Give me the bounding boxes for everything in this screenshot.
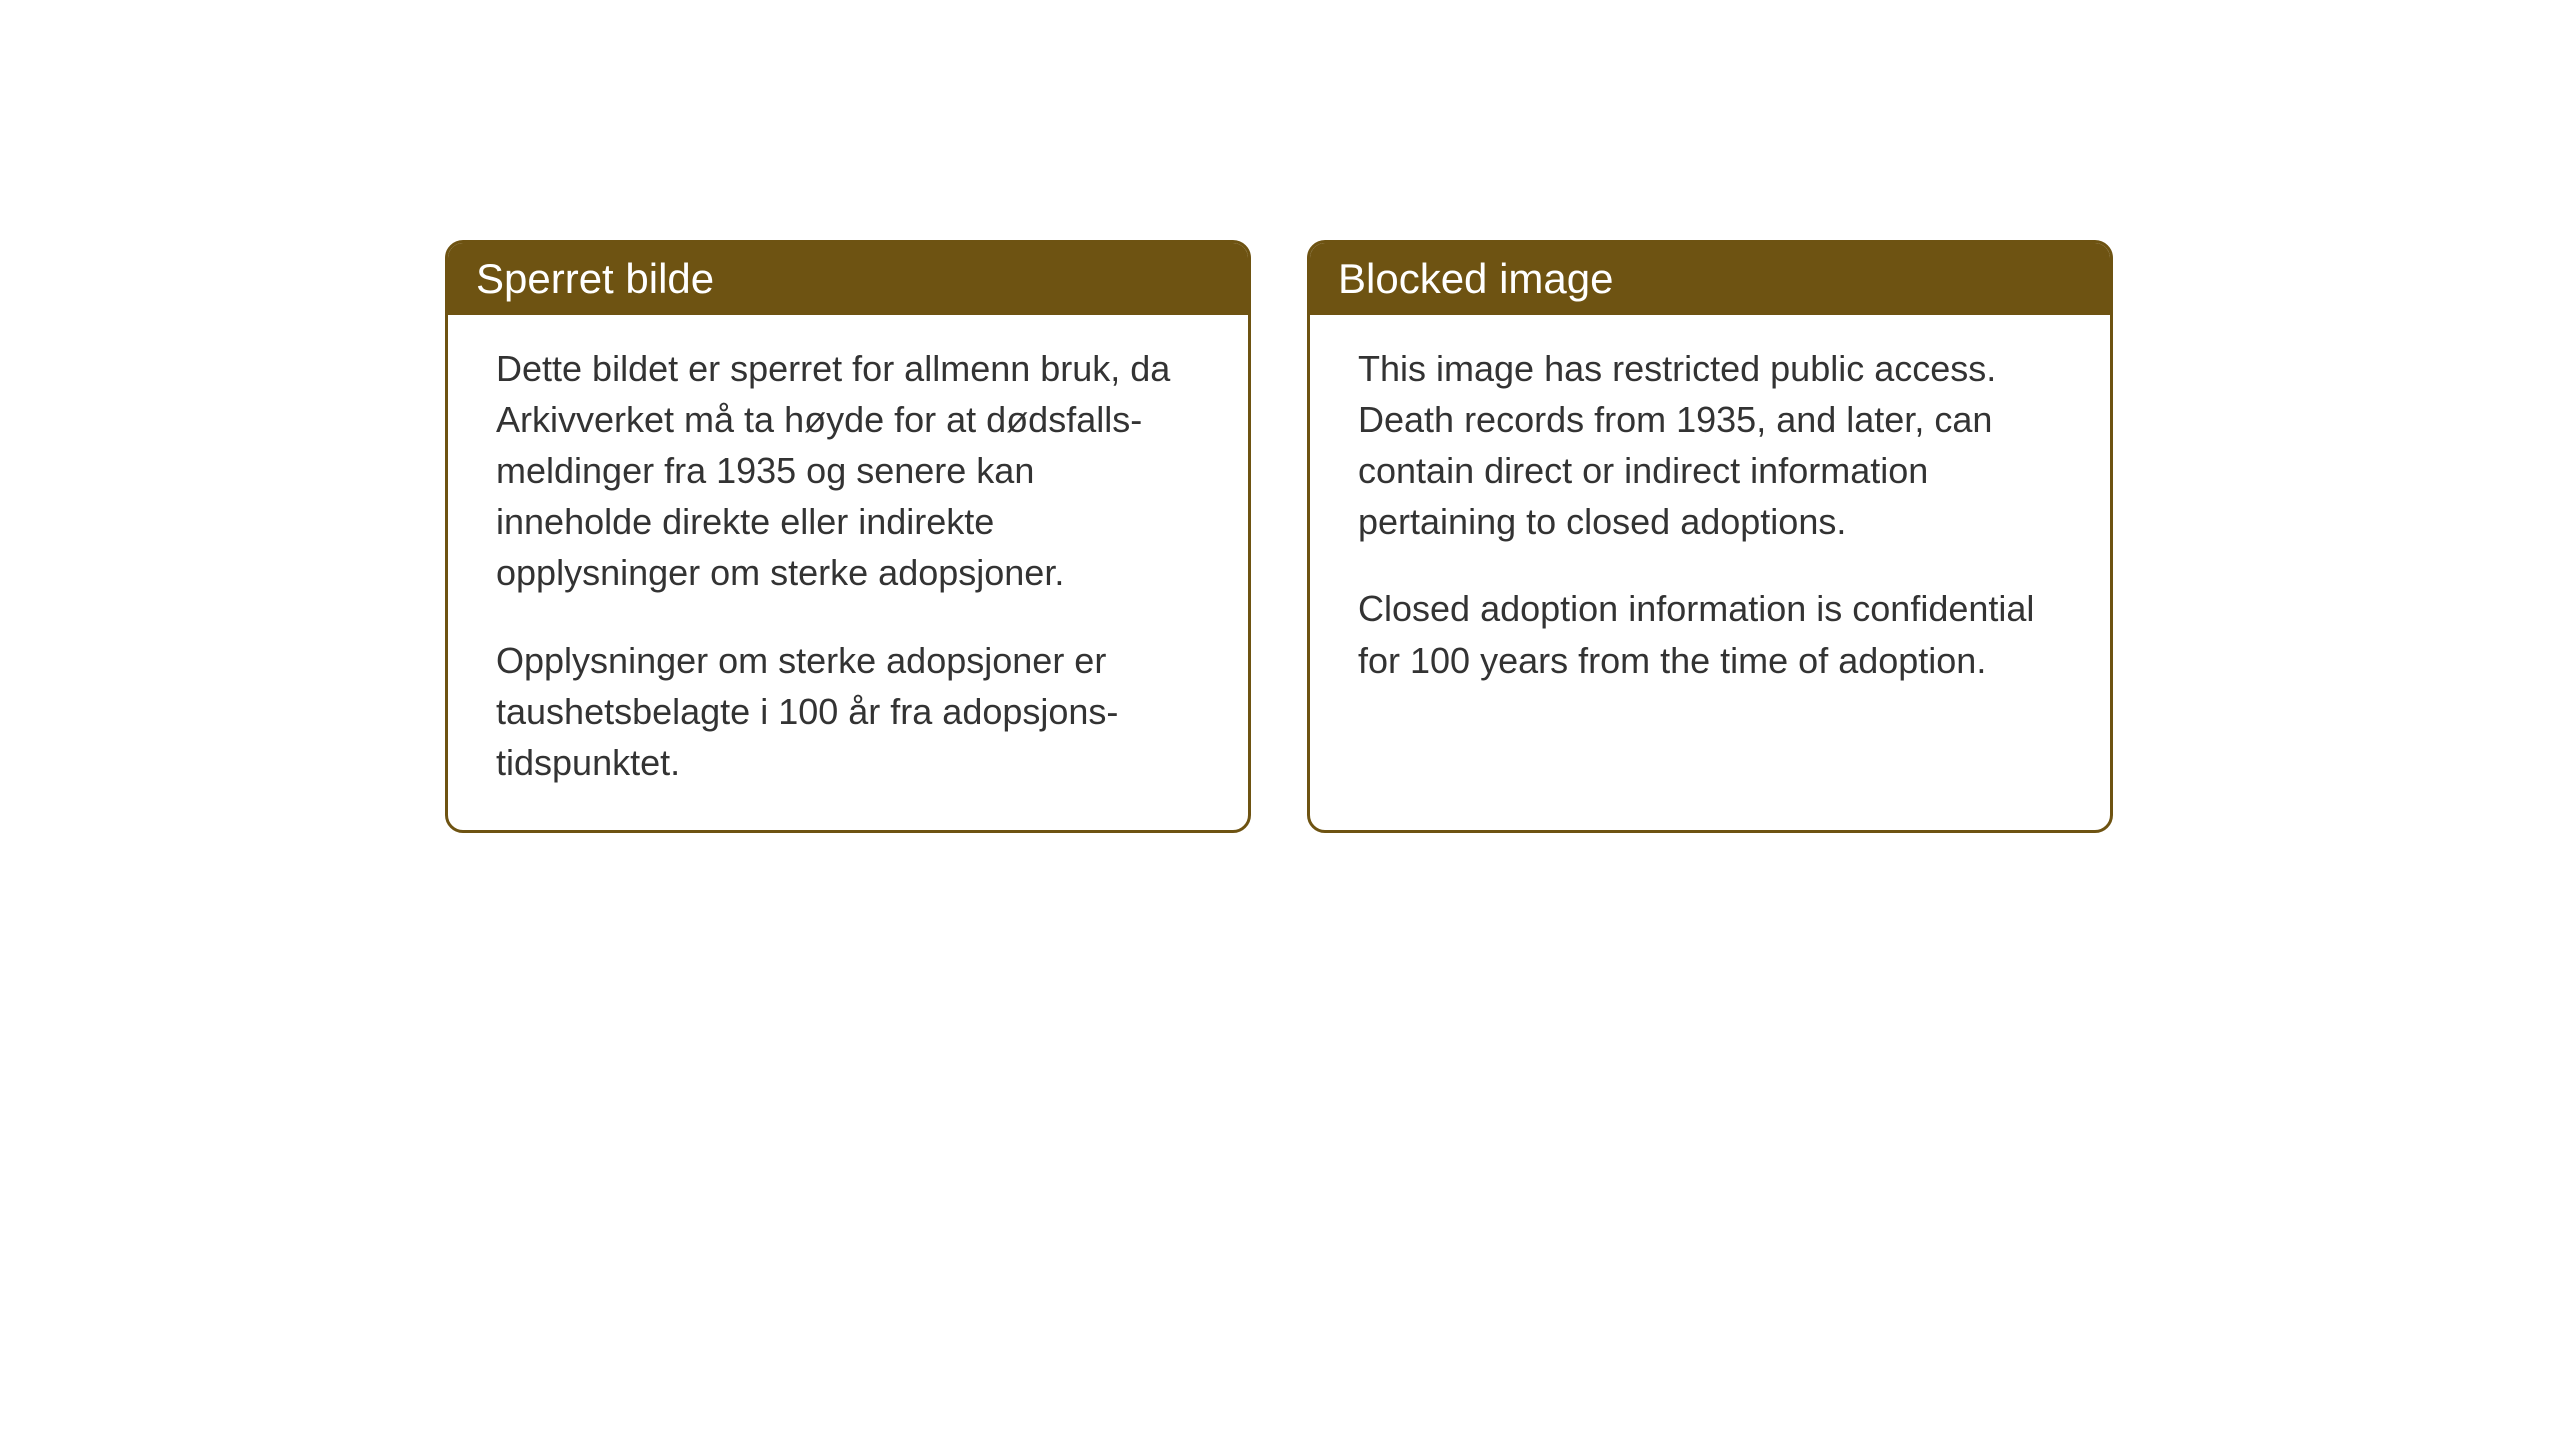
card-paragraph-english-2: Closed adoption information is confident… (1358, 583, 2062, 685)
card-body-norwegian: Dette bildet er sperret for allmenn bruk… (448, 315, 1248, 830)
cards-container: Sperret bilde Dette bildet er sperret fo… (445, 240, 2113, 833)
card-english: Blocked image This image has restricted … (1307, 240, 2113, 833)
card-paragraph-english-1: This image has restricted public access.… (1358, 343, 2062, 547)
card-norwegian: Sperret bilde Dette bildet er sperret fo… (445, 240, 1251, 833)
card-body-english: This image has restricted public access.… (1310, 315, 2110, 728)
card-paragraph-norwegian-2: Opplysninger om sterke adopsjoner er tau… (496, 635, 1200, 788)
card-paragraph-norwegian-1: Dette bildet er sperret for allmenn bruk… (496, 343, 1200, 599)
card-header-english: Blocked image (1310, 243, 2110, 315)
card-title-norwegian: Sperret bilde (476, 255, 714, 302)
card-header-norwegian: Sperret bilde (448, 243, 1248, 315)
card-title-english: Blocked image (1338, 255, 1613, 302)
